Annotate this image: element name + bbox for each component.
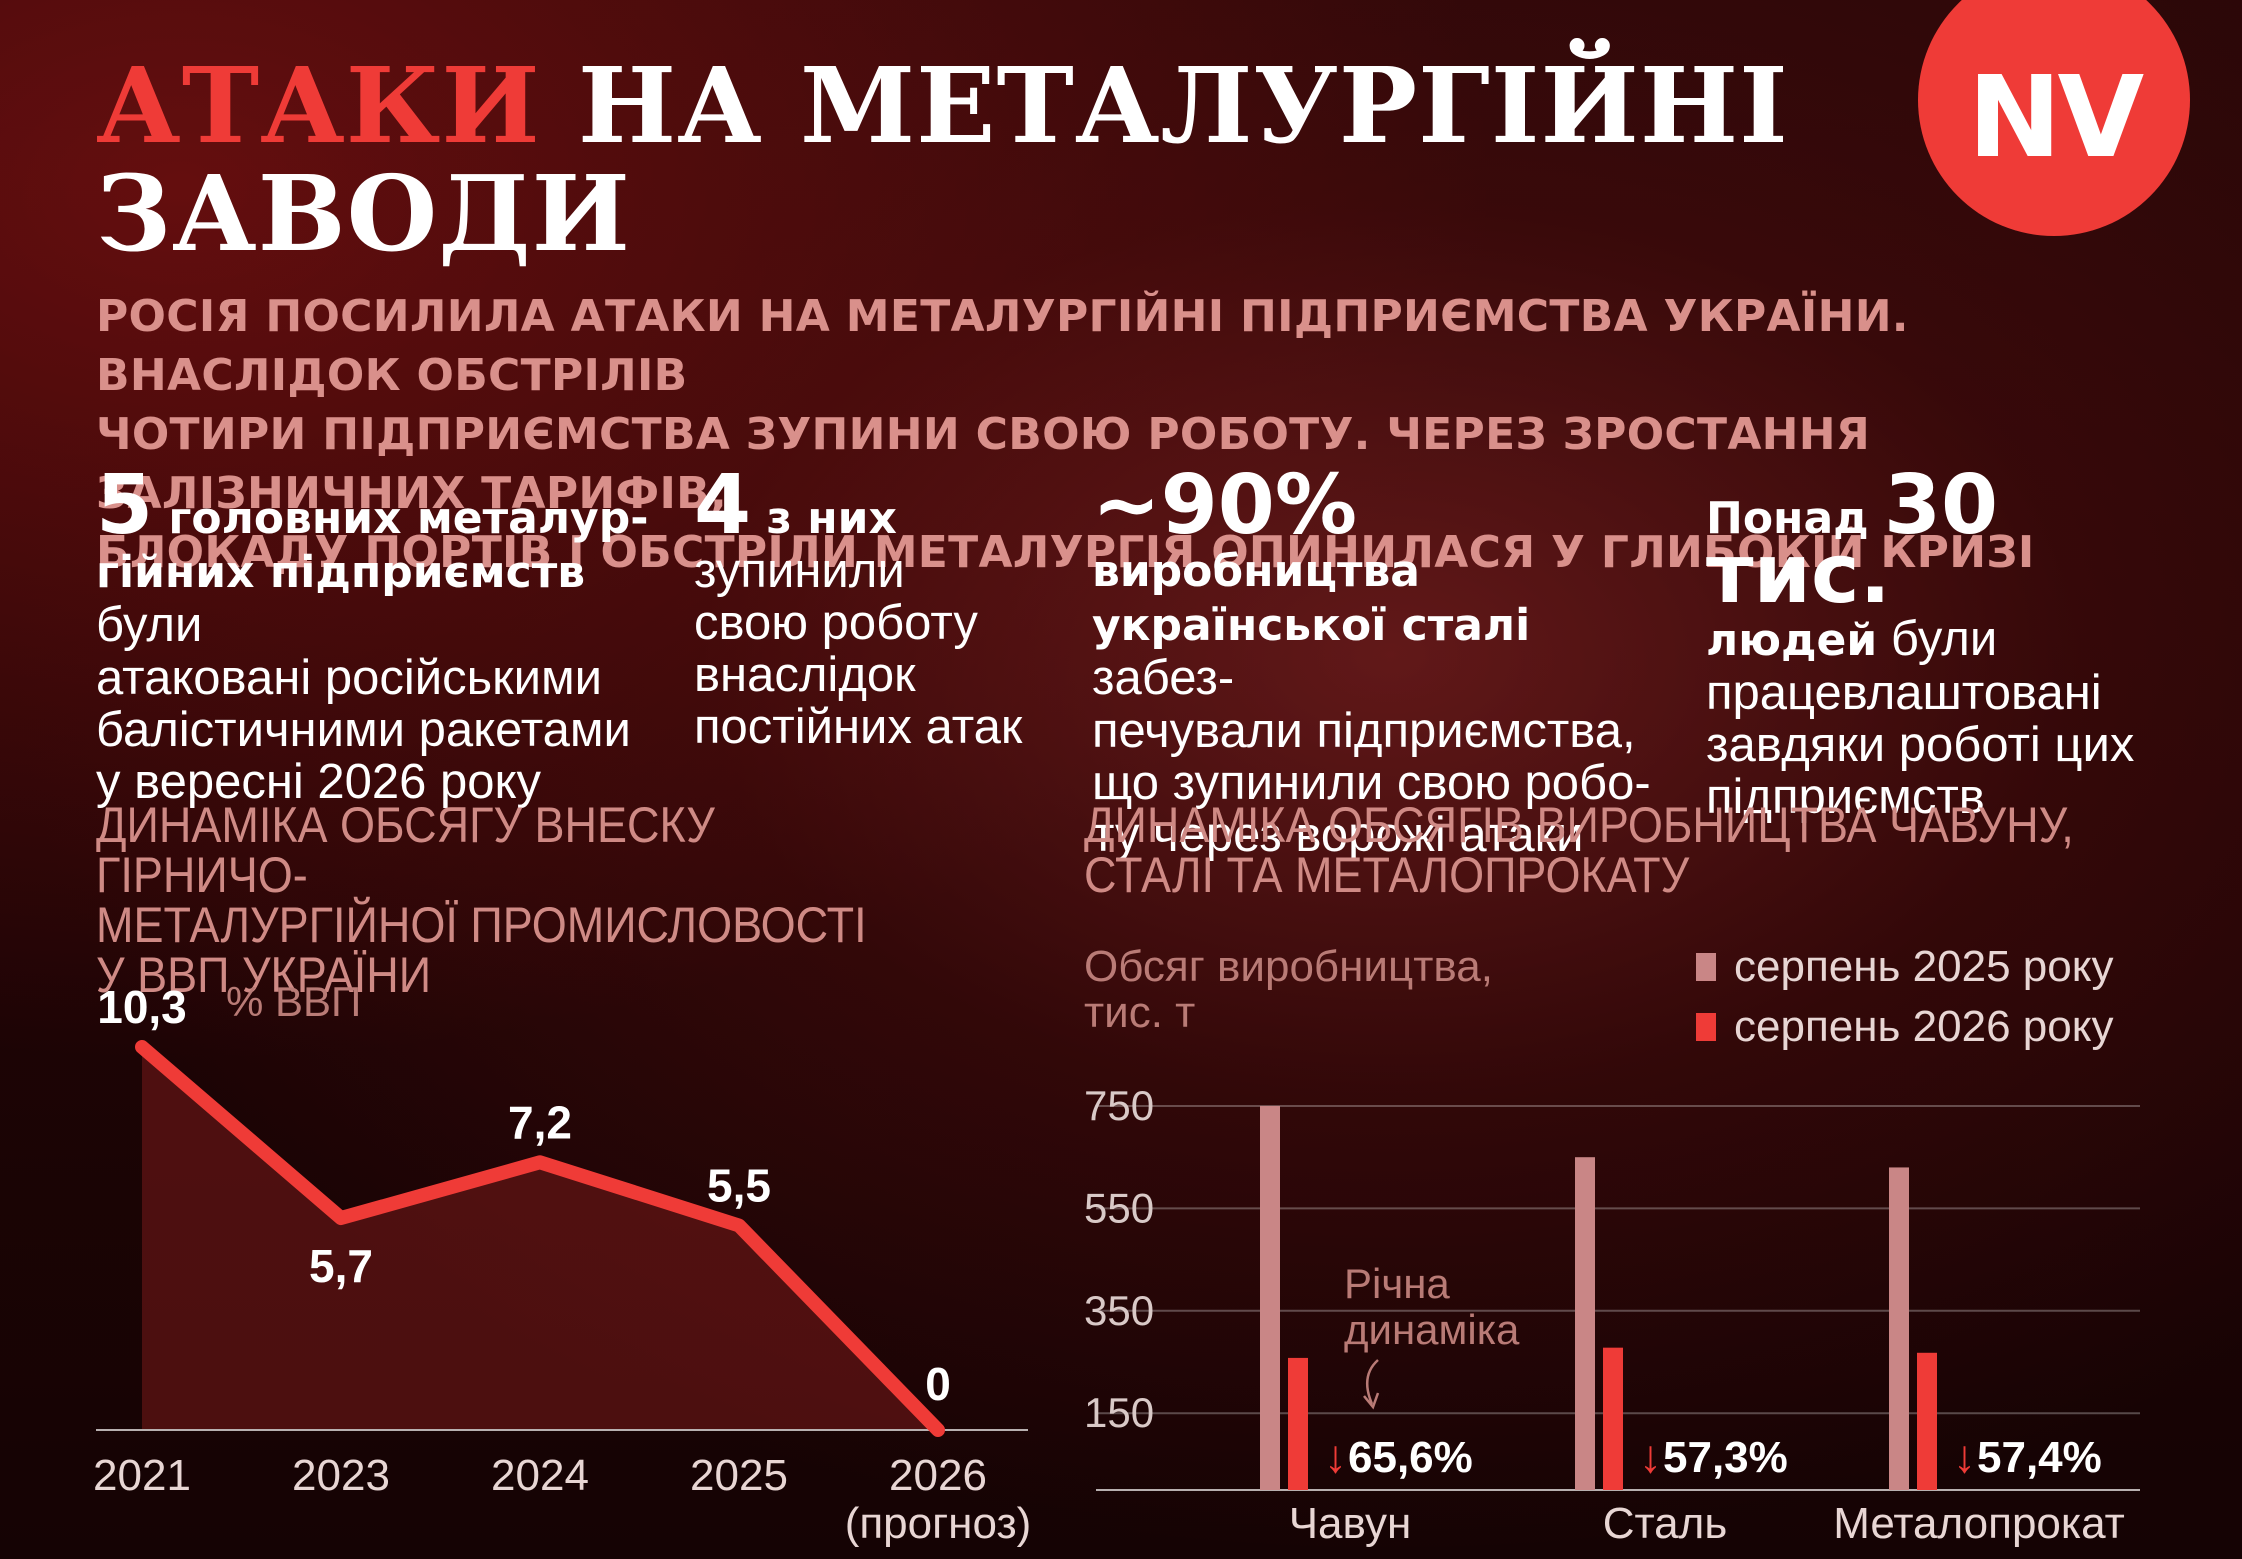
x-tick-label: 2024 <box>491 1451 589 1500</box>
y-tick-label: 150 <box>1084 1389 1154 1436</box>
legend-item-2025: серпень 2025 року <box>1696 944 2113 990</box>
stat-bold-text: головних металур- <box>153 493 649 544</box>
stat-text: зупинили <box>694 544 905 598</box>
x-tick-label: 2023 <box>292 1451 390 1500</box>
right-chart-heading: Динаміка обсягів виробництва чавуну, ста… <box>1084 800 2146 900</box>
stat-text: були <box>1877 612 1998 666</box>
logo-text: NV <box>1967 53 2144 183</box>
gdp-share-area-chart: % ВВП 10,3 5,7 7,2 5,5 0 2021 2023 2024 2025 2026… <box>93 978 1032 1548</box>
heading-line: Динаміка обсягів виробництва чавуну, <box>1084 797 2074 853</box>
stat-block-3: ~90% виробництва української сталі забез… <box>1092 465 1662 862</box>
title-line-2: ЗАВОДИ <box>96 152 631 275</box>
stat-number: 5 <box>96 458 154 553</box>
stat-text: підприємств <box>1706 770 1985 824</box>
unit-label: % ВВП <box>226 978 361 1025</box>
ylabel-line: Обсяг виробництва, <box>1084 942 1493 991</box>
stat-bold-text: гійних підприємств <box>96 547 586 598</box>
x-tick-label: Чавун <box>1289 1499 1412 1548</box>
legend-swatch-2025 <box>1696 953 1716 981</box>
change-label: 57,3% <box>1663 1433 1788 1482</box>
x-tick-label: 2021 <box>93 1451 191 1500</box>
legend-label: серпень 2025 року <box>1734 942 2114 991</box>
annotation-text: Річна <box>1344 1260 1450 1307</box>
x-tick-label: 2025 <box>690 1451 788 1500</box>
subtitle-line-2: чотири підприємства зупини свою роботу. … <box>96 409 1871 519</box>
bar <box>1260 1106 1280 1490</box>
data-label: 5,5 <box>707 1159 771 1211</box>
bar-chart-legend: серпень 2025 року серпень 2026 року <box>1696 944 2113 1050</box>
page-title: АТАКИ НА МЕТАЛУРГІЙНІ ЗАВОДИ <box>96 52 1789 268</box>
stat-bold-text: з них <box>751 493 897 544</box>
stat-text: печували підприємства, <box>1092 704 1636 758</box>
bar <box>1917 1352 1937 1490</box>
stat-text: працевлаштовані <box>1706 666 2102 720</box>
stat-text: постійних атак <box>694 700 1023 754</box>
subtitle-line-1: Росія посилила атаки на металургійні під… <box>96 291 1909 401</box>
x-tick-label: 2026 <box>889 1451 987 1500</box>
x-tick-sublabel: (прогноз) <box>845 1499 1032 1548</box>
annotation-arrow <box>1365 1359 1379 1405</box>
y-tick-label: 350 <box>1084 1287 1154 1334</box>
stat-bold-text: виробництва <box>1092 546 1421 597</box>
x-tick-label: Сталь <box>1603 1499 1728 1548</box>
series-line <box>135 1040 945 1437</box>
stat-text: забез- <box>1092 651 1235 705</box>
stat-block-4: Понад 30 тис. людей були працевлаштовані… <box>1706 465 2206 824</box>
stat-number: 4 <box>694 458 752 553</box>
title-rest: НА МЕТАЛУРГІЙНІ <box>540 44 1789 167</box>
heading-line: Динаміка обсягу внеску гірничо- <box>96 797 715 903</box>
data-label: 10,3 <box>97 981 187 1033</box>
change-label: 65,6% <box>1348 1433 1473 1482</box>
stat-bold-text: людей <box>1706 615 1878 666</box>
stat-text: внаслідок <box>694 648 916 702</box>
x-tick-label: Металопрокат <box>1833 1499 2125 1548</box>
area-fill <box>142 1047 938 1430</box>
bar <box>1889 1167 1909 1490</box>
stat-block-1: 5 головних металур- гійних підприємств б… <box>96 465 656 809</box>
legend-label: серпень 2026 року <box>1734 1002 2114 1051</box>
stat-number: ~90% <box>1092 458 1357 553</box>
stat-text: були <box>96 598 203 652</box>
legend-swatch-2026 <box>1696 1013 1716 1041</box>
annotation-text: динаміка <box>1344 1306 1520 1353</box>
change-label: 57,4% <box>1977 1433 2102 1482</box>
stat-text: завдяки роботі цих <box>1706 718 2135 772</box>
bar-chart-ylabel: Обсяг виробництва, тис. т <box>1084 944 1493 1036</box>
stat-bold-text: української сталі <box>1092 600 1531 651</box>
legend-item-2026: серпень 2026 року <box>1696 1004 2113 1050</box>
bar <box>1603 1347 1623 1490</box>
stat-text: що зупинили свою робо- <box>1092 756 1651 810</box>
stat-text: у вересні 2026 року <box>96 755 542 809</box>
stat-text: ту через ворожі атаки <box>1092 808 1584 862</box>
stat-text: свою роботу <box>694 596 978 650</box>
annotation-arrowhead <box>1363 1392 1380 1410</box>
ylabel-line: тис. т <box>1084 988 1196 1037</box>
data-label: 0 <box>925 1358 951 1410</box>
left-chart-heading: Динаміка обсягу внеску гірничо- металург… <box>96 800 906 1000</box>
stat-text: атаковані російськими <box>96 651 603 705</box>
bar <box>1288 1357 1308 1490</box>
nv-logo: NV <box>1918 0 2190 236</box>
stat-text: балістичними ракетами <box>96 703 631 757</box>
heading-line: у ВВП України <box>96 947 432 1003</box>
subtitle: Росія посилила атаки на металургійні під… <box>96 287 2206 582</box>
bar <box>1575 1157 1595 1490</box>
stat-bold-text: Понад <box>1706 493 1884 544</box>
change-arrow: ↓ <box>1324 1430 1347 1482</box>
title-accent: АТАКИ <box>96 44 541 167</box>
y-tick-label: 750 <box>1084 1082 1154 1129</box>
data-label: 5,7 <box>309 1240 373 1292</box>
subtitle-line-3: блокаду портів і обстріли металургія опи… <box>96 527 2035 578</box>
stat-block-2: 4 з них зупинили свою роботу внаслідок п… <box>694 465 1054 754</box>
y-tick-label: 550 <box>1084 1184 1154 1231</box>
stat-number: 30 тис. <box>1706 458 1999 622</box>
change-arrow: ↓ <box>1953 1430 1976 1482</box>
heading-line: сталі та металопрокату <box>1084 847 1690 903</box>
change-arrow: ↓ <box>1639 1430 1662 1482</box>
data-label: 7,2 <box>508 1096 572 1148</box>
heading-line: металургійної промисловості <box>96 897 867 953</box>
